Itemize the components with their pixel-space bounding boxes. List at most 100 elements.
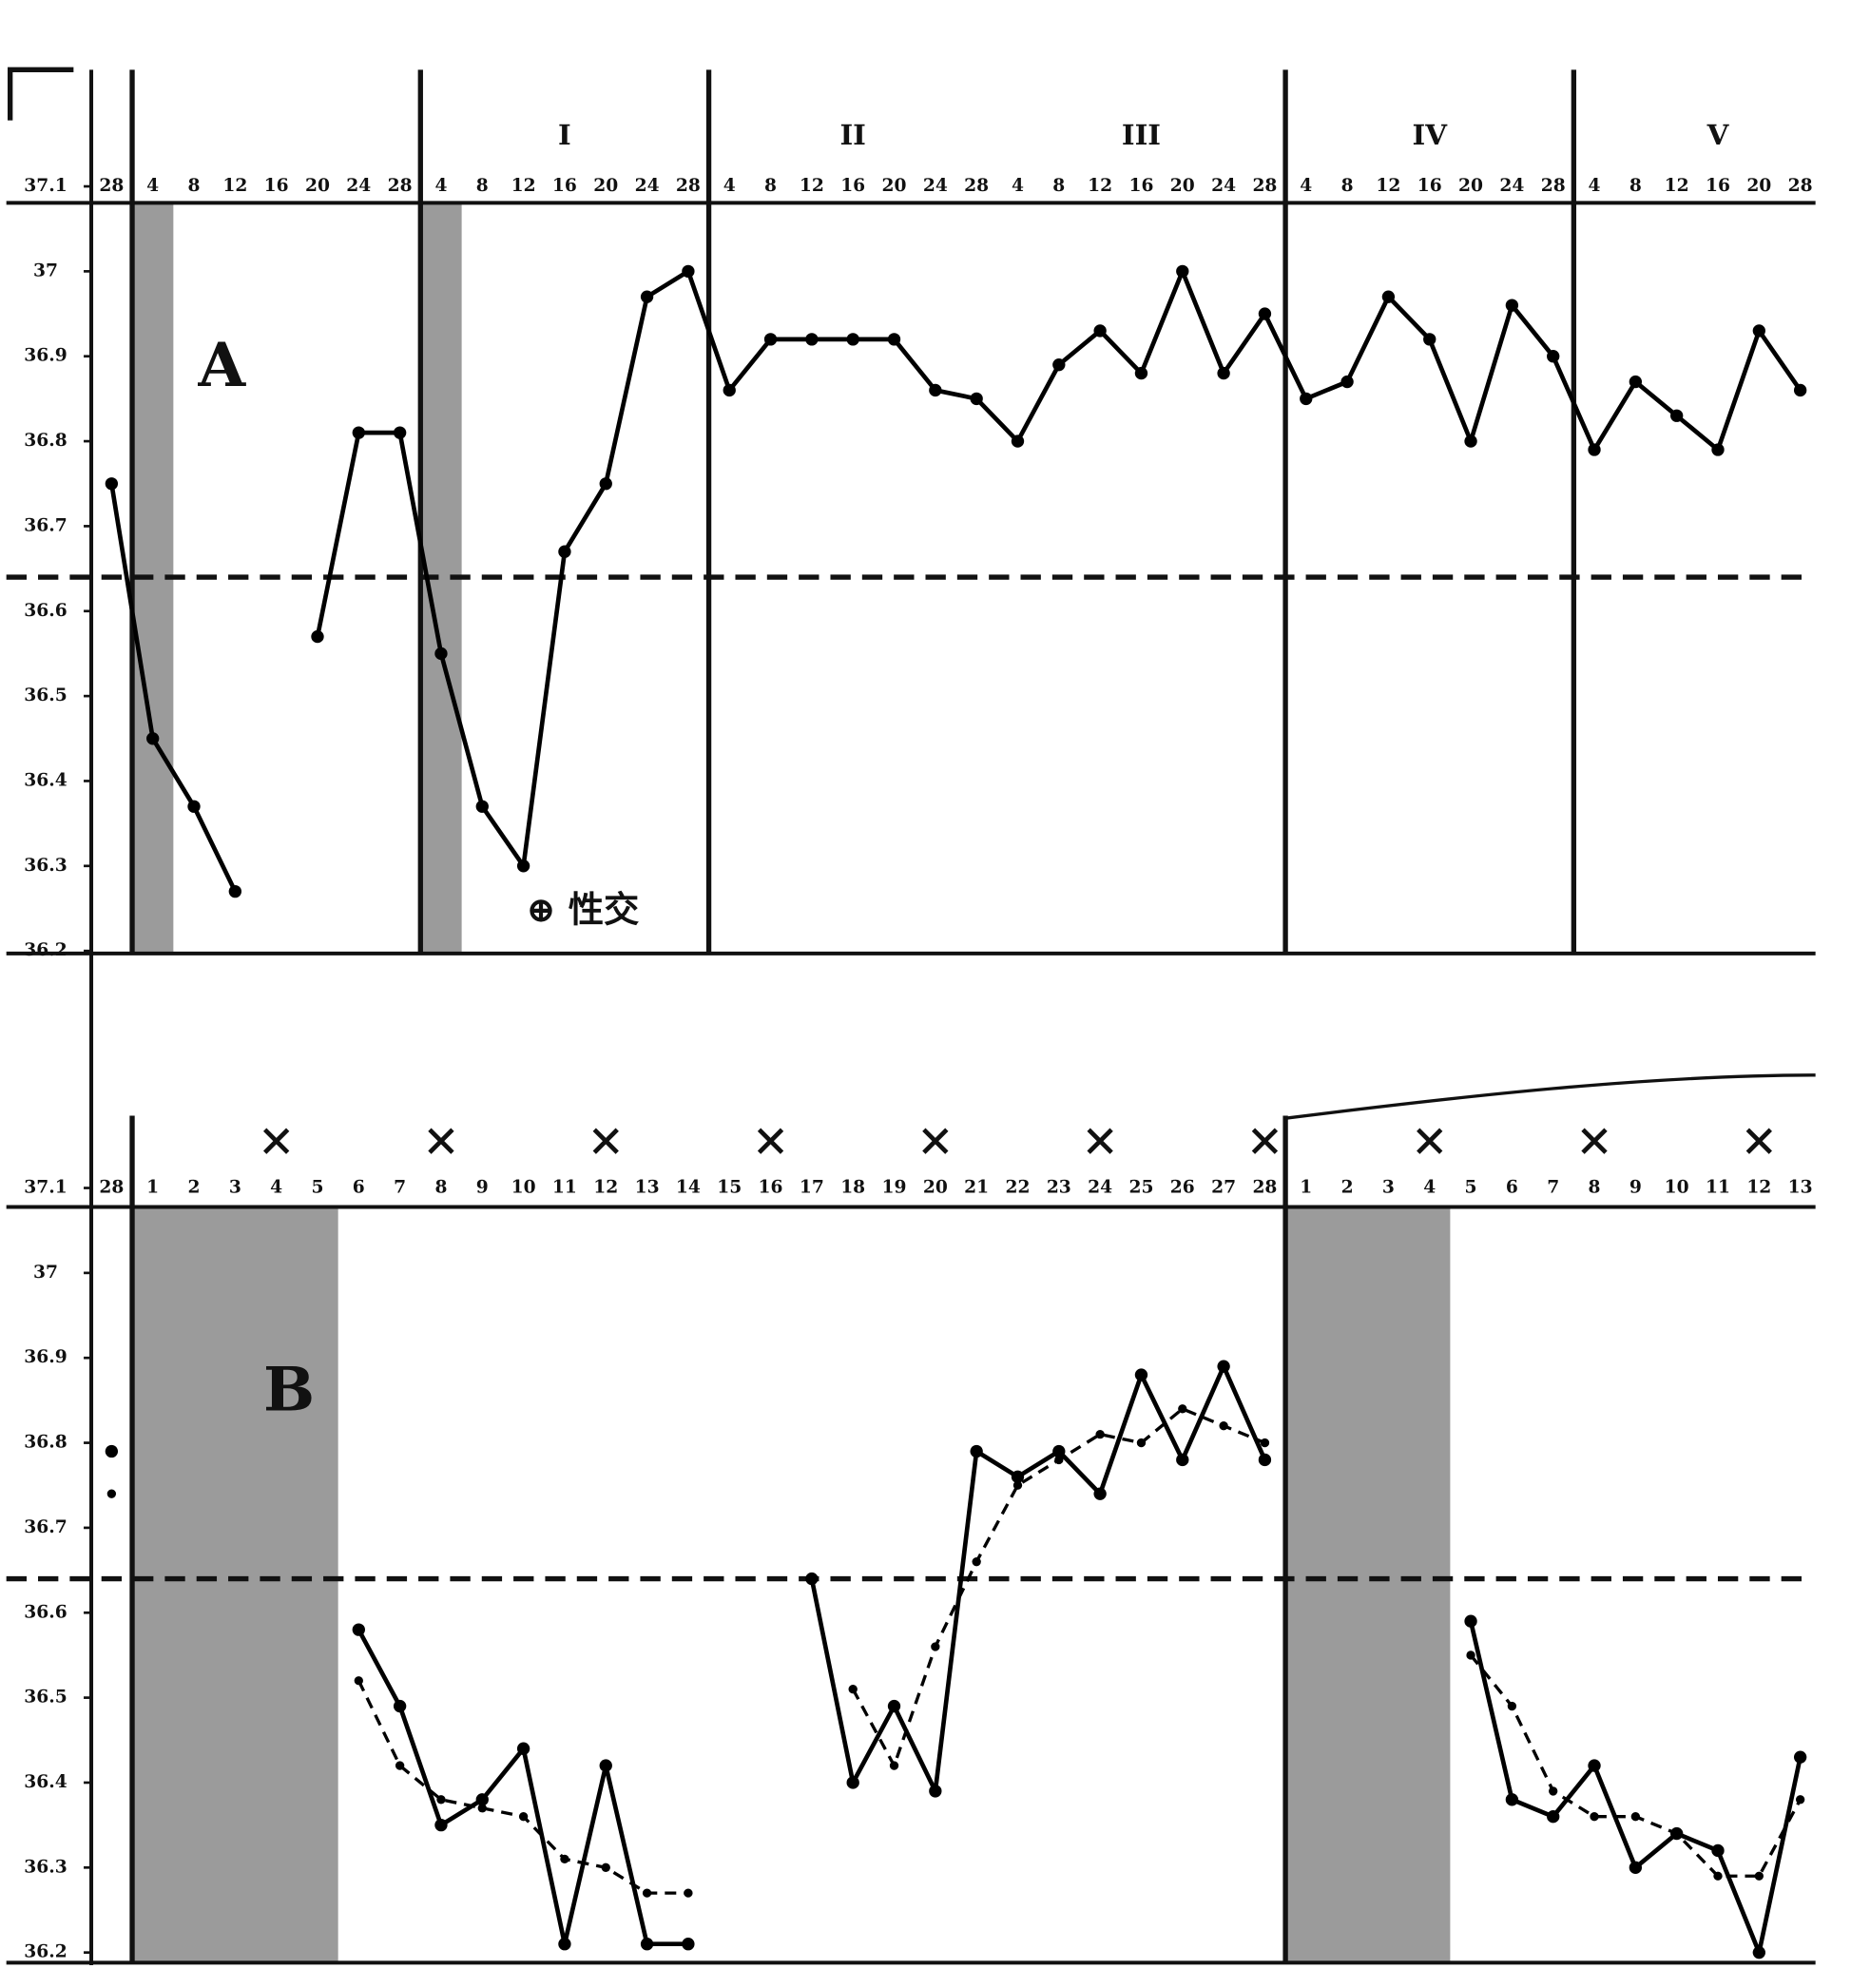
coitus-mark (428, 1128, 454, 1154)
data-point (1588, 443, 1601, 456)
data-point (1300, 392, 1313, 406)
x-tick-label: 8 (1589, 1177, 1601, 1198)
x-tick-label: 17 (800, 1177, 824, 1198)
data-point (1793, 1750, 1807, 1764)
cycle-label: V (1706, 118, 1730, 151)
y-tick-label: 36.9 (24, 345, 67, 366)
x-tick-label: 7 (1547, 1177, 1559, 1198)
x-tick-label: 6 (1506, 1177, 1518, 1198)
x-tick-label: 28 (388, 175, 413, 196)
data-point (146, 732, 160, 745)
x-tick-label: 28 (964, 175, 989, 196)
data-point (1093, 324, 1107, 338)
top-curve (1285, 1073, 1816, 1120)
data-point (1711, 443, 1725, 456)
data-point (682, 264, 695, 279)
x-tick-label: 9 (476, 1177, 489, 1198)
data-point (1590, 1812, 1599, 1822)
data-point (393, 1699, 407, 1713)
x-tick-label: 1 (146, 1177, 159, 1198)
data-point (1052, 357, 1066, 372)
cycle-label: II (839, 118, 865, 151)
data-point (1711, 1843, 1725, 1858)
x-tick-label: 19 (882, 1177, 907, 1198)
data-point (518, 1812, 529, 1822)
data-point (475, 1793, 489, 1806)
data-point (1505, 299, 1519, 312)
y-tick-label: 37.1 (24, 175, 67, 196)
x-tick-label: 14 (676, 1177, 701, 1198)
data-point (1136, 1438, 1147, 1448)
data-point (228, 884, 242, 898)
x-tick-label: 20 (1746, 175, 1771, 196)
data-point (1549, 1786, 1558, 1796)
coitus-mark (757, 1128, 784, 1154)
x-tick-label: 24 (346, 175, 371, 196)
coitus-mark (922, 1128, 949, 1154)
menses-shade (1285, 1206, 1451, 1963)
coitus-mark (1087, 1128, 1113, 1154)
x-tick-label: 8 (434, 1177, 447, 1198)
data-point (1672, 1828, 1682, 1839)
data-point (599, 477, 612, 491)
x-tick-label: 20 (593, 175, 618, 196)
x-tick-label: 12 (800, 175, 824, 196)
data-point (887, 1699, 901, 1713)
data-point (640, 1938, 654, 1951)
y-tick-label: 36.7 (24, 1516, 67, 1537)
x-tick-label: 23 (1047, 1177, 1071, 1198)
data-point (395, 1761, 405, 1770)
x-tick-label: 26 (1170, 1177, 1195, 1198)
x-tick-label: 20 (1170, 175, 1195, 196)
data-point (1011, 434, 1025, 448)
x-tick-label: 2 (1341, 1177, 1354, 1198)
data-point (970, 1444, 983, 1458)
x-tick-label: 3 (229, 1177, 241, 1198)
data-point (1713, 1871, 1723, 1881)
x-tick-label: 12 (1665, 175, 1689, 196)
data-point (1547, 1810, 1560, 1824)
panel-label: A (198, 330, 247, 401)
data-point (1629, 375, 1643, 389)
data-point (1588, 1759, 1601, 1772)
data-point (1258, 307, 1272, 320)
data-point (1547, 350, 1560, 363)
y-tick-label: 36.3 (24, 1856, 67, 1877)
data-point (1795, 1795, 1805, 1805)
data-point (1176, 1453, 1189, 1467)
x-tick-label: 2 (188, 1177, 201, 1198)
x-tick-label: 16 (1128, 175, 1153, 196)
x-tick-label: 28 (1252, 1177, 1277, 1198)
data-point (1630, 1812, 1641, 1822)
x-tick-label: 12 (1376, 175, 1400, 196)
data-point (887, 333, 901, 346)
y-tick-label: 36.8 (24, 430, 67, 451)
data-point (1670, 409, 1684, 422)
annotation: ⊕ 性交 (526, 889, 639, 931)
x-tick-label: 8 (1629, 175, 1642, 196)
coitus-mark (592, 1128, 619, 1154)
y-tick-label: 37 (33, 1262, 58, 1283)
data-point (106, 1489, 117, 1498)
x-tick-label: 22 (1006, 1177, 1031, 1198)
data-point (1381, 290, 1396, 303)
y-tick-label: 36.5 (24, 685, 67, 705)
data-point (1052, 1444, 1066, 1458)
x-tick-label: 12 (1088, 175, 1112, 196)
x-tick-label: 24 (1088, 1177, 1112, 1198)
x-tick-label: 25 (1128, 1177, 1153, 1198)
data-point (723, 383, 736, 397)
data-point (558, 545, 571, 558)
data-point (1629, 1861, 1643, 1874)
data-point (1178, 1404, 1187, 1414)
x-tick-label: 8 (188, 175, 201, 196)
data-point (931, 1642, 940, 1651)
x-tick-label: 4 (1300, 175, 1312, 196)
x-tick-label: 4 (270, 1177, 282, 1198)
x-tick-label: 4 (1012, 175, 1024, 196)
y-tick-label: 36.4 (24, 1771, 67, 1792)
x-tick-label: 4 (1589, 175, 1601, 196)
x-tick-label: 11 (552, 1177, 577, 1198)
data-point (1134, 1368, 1148, 1381)
data-point (477, 1804, 487, 1813)
